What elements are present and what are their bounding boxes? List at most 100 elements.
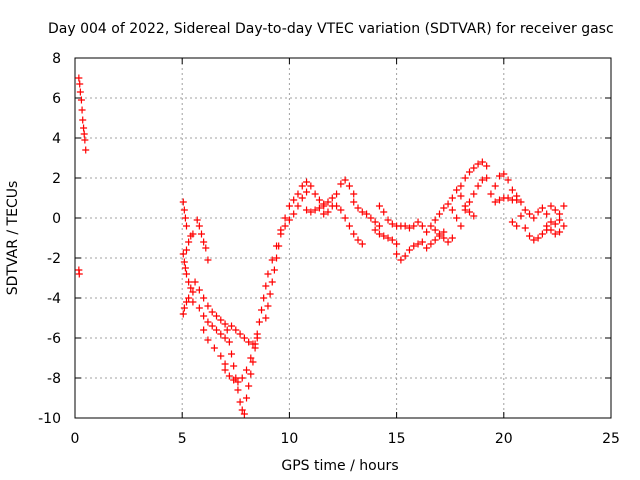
data-point	[262, 282, 270, 290]
data-point	[210, 344, 218, 352]
data-point	[345, 182, 353, 190]
data-point	[223, 326, 231, 334]
data-point	[240, 410, 248, 418]
data-point	[560, 202, 568, 210]
y-tick-label: 6	[52, 91, 61, 107]
data-point	[393, 240, 401, 248]
data-point	[236, 398, 244, 406]
data-point	[491, 182, 499, 190]
data-point	[320, 210, 328, 218]
data-point	[521, 224, 529, 232]
data-point	[275, 242, 283, 250]
data-point	[427, 240, 435, 248]
data-point	[551, 206, 559, 214]
data-point	[375, 202, 383, 210]
data-point	[410, 242, 418, 250]
data-point	[405, 224, 413, 232]
data-point	[401, 252, 409, 260]
data-point	[393, 250, 401, 258]
data-point	[225, 338, 233, 346]
data-point	[204, 336, 212, 344]
data-point	[380, 208, 388, 216]
data-point	[75, 270, 83, 278]
data-point	[517, 212, 525, 220]
data-point	[247, 370, 255, 378]
data-point	[358, 240, 366, 248]
data-point	[457, 222, 465, 230]
data-point	[200, 312, 208, 320]
data-point	[543, 222, 551, 230]
x-axis-label: GPS time / hours	[281, 458, 398, 474]
data-point	[180, 206, 188, 214]
data-point	[213, 312, 221, 320]
data-point	[547, 218, 555, 226]
data-point	[247, 354, 255, 362]
y-tick-label: 0	[52, 211, 61, 227]
data-point	[431, 236, 439, 244]
y-tick-label: -4	[47, 291, 61, 307]
y-tick-label: 8	[52, 51, 61, 67]
data-point	[195, 286, 203, 294]
data-point	[496, 172, 504, 180]
data-point	[182, 222, 190, 230]
data-point	[303, 178, 311, 186]
data-point	[440, 228, 448, 236]
data-point	[526, 210, 534, 218]
data-point	[204, 318, 212, 326]
data-point	[508, 218, 516, 226]
data-point	[221, 366, 229, 374]
data-point	[262, 314, 270, 322]
data-point	[195, 304, 203, 312]
data-point	[470, 190, 478, 198]
data-point	[182, 270, 190, 278]
data-point	[556, 210, 564, 218]
data-point	[311, 190, 319, 198]
data-point	[77, 96, 85, 104]
y-tick-label: 2	[52, 171, 61, 187]
data-point	[526, 232, 534, 240]
x-tick-label: 15	[388, 431, 406, 447]
data-point	[371, 226, 379, 234]
data-point	[350, 230, 358, 238]
data-point	[79, 116, 87, 124]
data-point	[371, 218, 379, 226]
data-point	[182, 298, 190, 306]
data-point	[496, 196, 504, 204]
data-point	[461, 174, 469, 182]
data-point	[478, 158, 486, 166]
y-tick-label: 4	[52, 131, 61, 147]
data-point	[414, 240, 422, 248]
data-point	[208, 308, 216, 316]
chart-title: Day 004 of 2022, Sidereal Day-to-day VTE…	[48, 21, 614, 37]
data-point	[264, 270, 272, 278]
data-point	[243, 366, 251, 374]
data-point	[547, 202, 555, 210]
data-point	[270, 266, 278, 274]
data-point	[341, 176, 349, 184]
data-point	[504, 176, 512, 184]
data-point	[187, 284, 195, 292]
data-point	[384, 216, 392, 224]
data-point	[517, 198, 525, 206]
data-point	[448, 234, 456, 242]
data-point	[200, 326, 208, 334]
x-tick-label: 20	[495, 431, 513, 447]
data-point	[534, 234, 542, 242]
data-point	[277, 230, 285, 238]
data-point	[281, 214, 289, 222]
data-point	[245, 338, 253, 346]
data-point	[388, 236, 396, 244]
data-point	[354, 204, 362, 212]
data-point	[504, 194, 512, 202]
data-point	[185, 294, 193, 302]
data-point	[410, 222, 418, 230]
data-point	[185, 238, 193, 246]
data-point	[478, 176, 486, 184]
x-tick-labels: 0 5 10 15 20 25	[71, 431, 620, 447]
data-point	[81, 136, 89, 144]
data-point	[418, 238, 426, 246]
data-point	[181, 264, 189, 272]
y-tick-label: -10	[38, 411, 61, 427]
data-point	[423, 228, 431, 236]
